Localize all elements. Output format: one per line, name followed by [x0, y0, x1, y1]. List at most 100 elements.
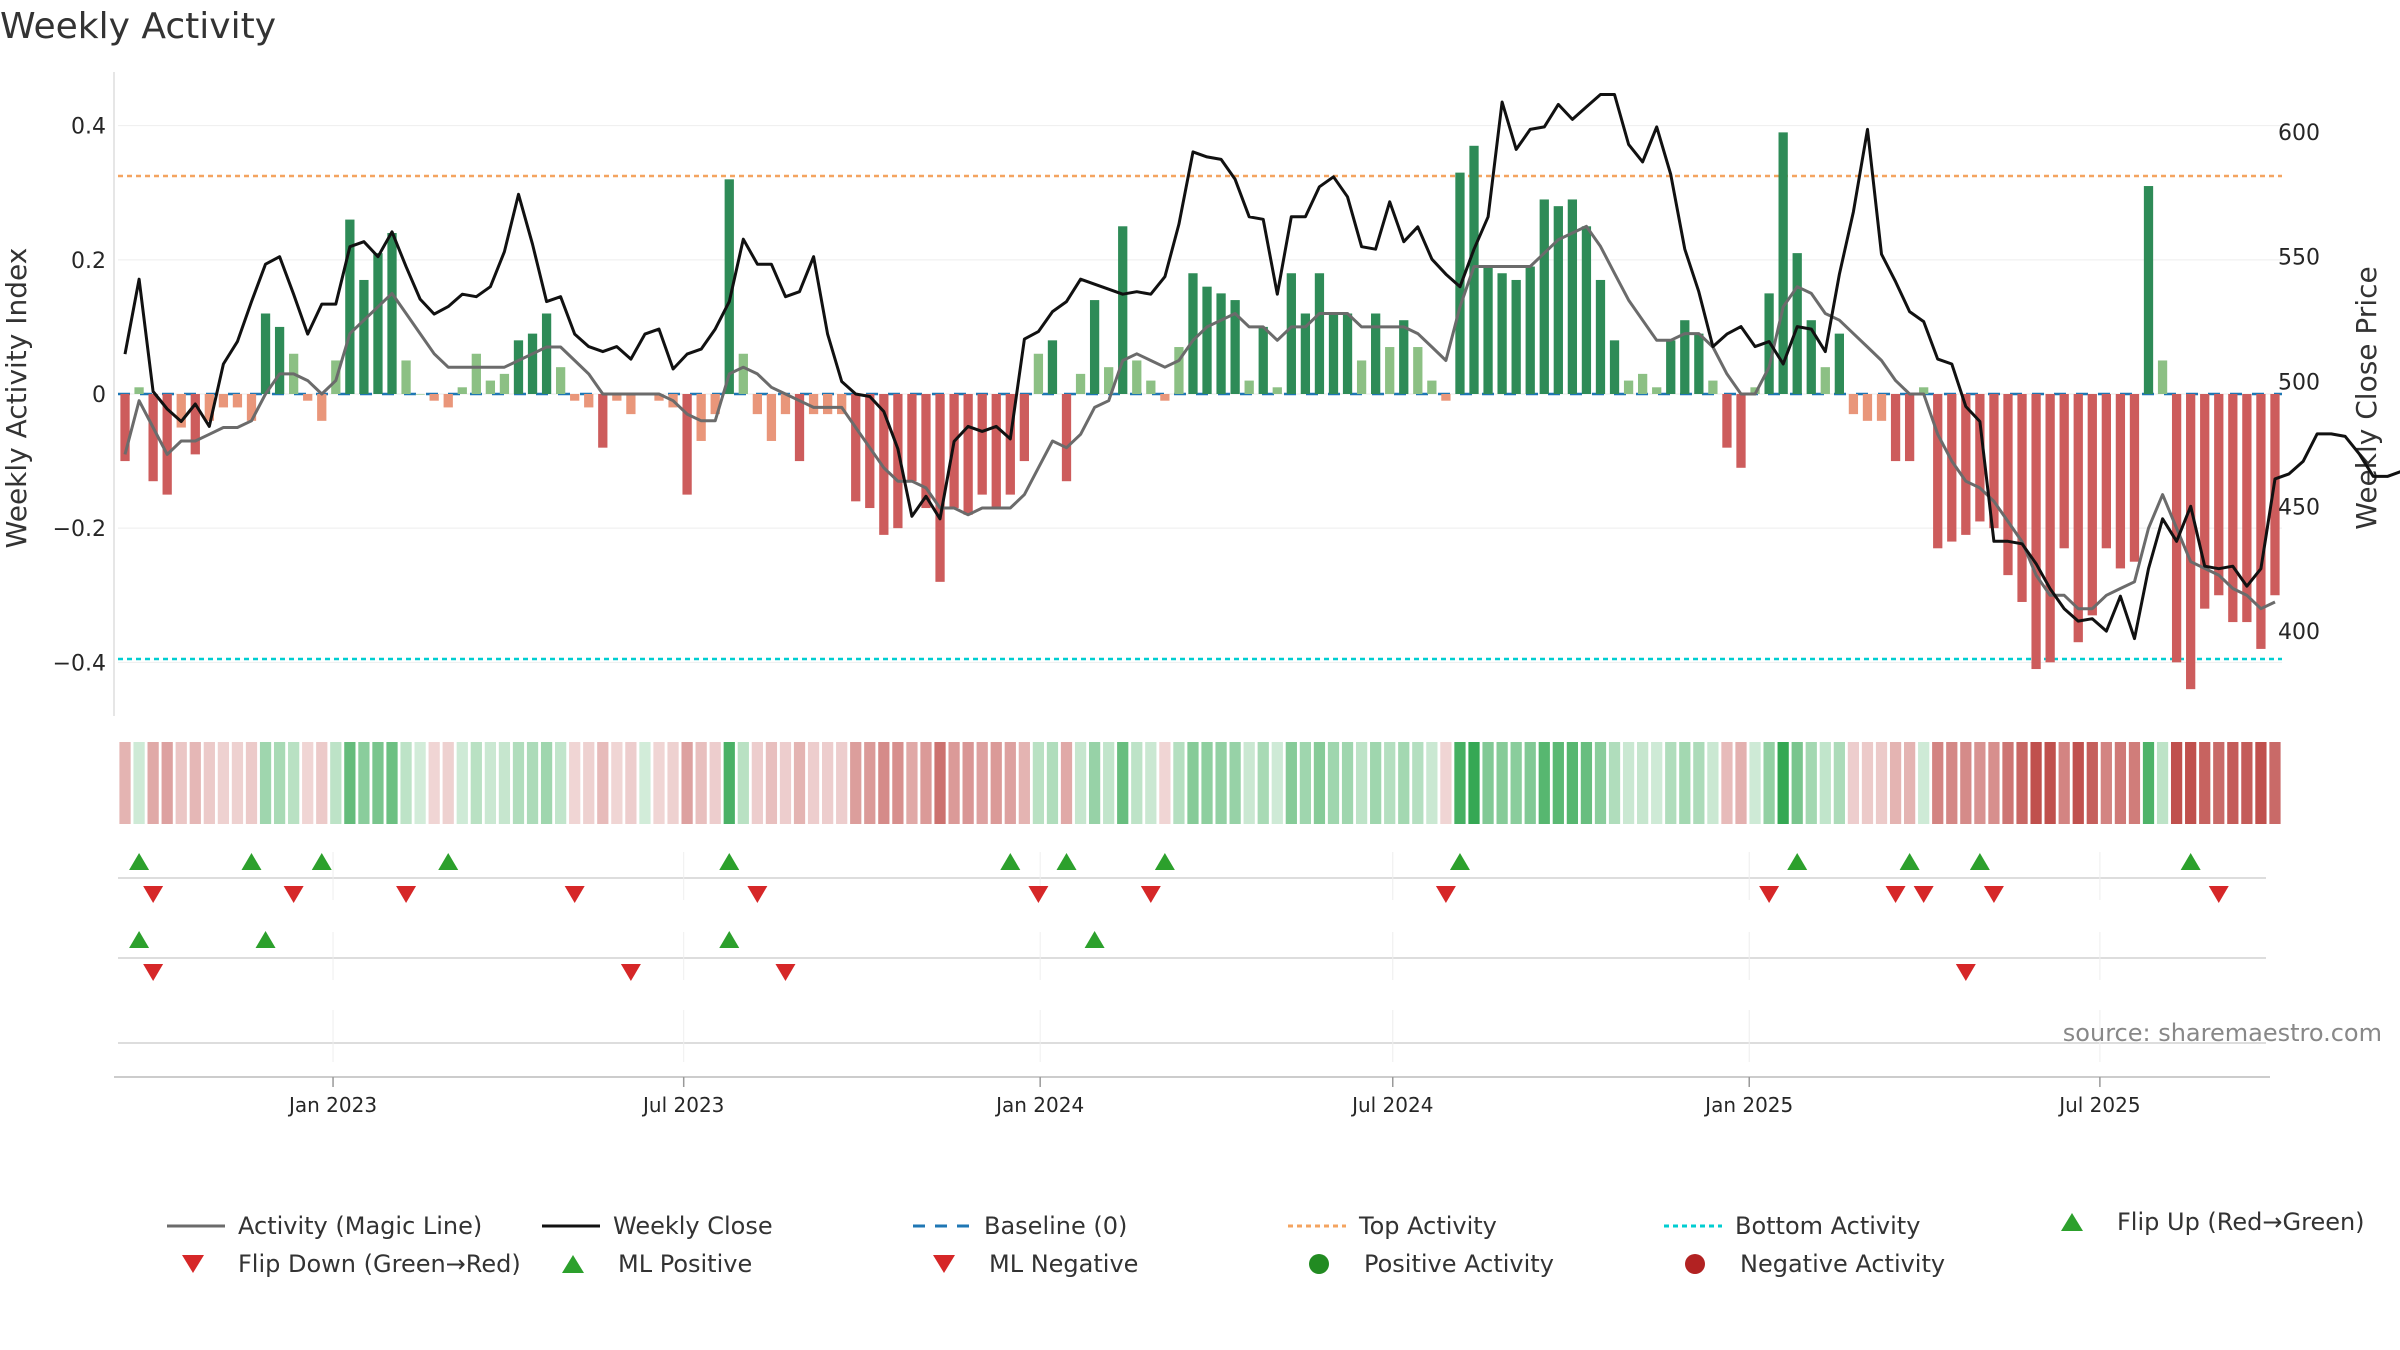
activity-bar	[1876, 394, 1887, 421]
strip-cell	[1637, 742, 1649, 824]
strip-cell	[906, 742, 918, 824]
flip-down-marker	[1759, 886, 1780, 903]
activity-bar	[1708, 380, 1718, 394]
activity-bars	[120, 132, 2280, 690]
strip-cell	[653, 742, 665, 824]
y-axis-left-title: Weekly Activity Index	[0, 248, 33, 549]
activity-bar	[682, 394, 692, 495]
activity-bar	[1258, 326, 1268, 394]
strip-cell	[1327, 742, 1340, 824]
weekly-close-series	[123, 93, 2400, 641]
strip-cell	[1046, 742, 1059, 824]
strip-cell	[976, 742, 988, 824]
activity-bar	[837, 394, 847, 415]
activity-bar	[401, 360, 411, 394]
weekly-heat-strip	[119, 742, 2281, 824]
strip-cell	[2114, 742, 2127, 824]
strip-cell	[1974, 742, 1986, 824]
strip-cell	[737, 742, 749, 824]
activity-bar	[443, 394, 453, 408]
y-axis-right-ticks: 600 550 500 450 400	[2278, 121, 2320, 645]
activity-bar	[1314, 273, 1325, 394]
ml-negative-marker	[143, 964, 164, 981]
flip-up-marker	[1154, 853, 1175, 870]
activity-bar	[1848, 394, 1859, 415]
strip-cell	[2016, 742, 2028, 824]
activity-bar	[766, 394, 777, 441]
strip-cell	[1665, 742, 1677, 824]
strip-cell	[1412, 742, 1424, 824]
activity-bar	[1778, 132, 1788, 394]
activity-bar	[1300, 313, 1311, 394]
strip-cell	[2030, 742, 2042, 824]
strip-cell	[189, 742, 201, 824]
strip-cell	[245, 742, 258, 824]
strip-cell	[414, 742, 426, 824]
strip-cell	[1370, 742, 1382, 824]
y-right-tick-label: 600	[2278, 121, 2320, 146]
activity-bar	[584, 394, 594, 408]
strip-cell	[1594, 742, 1607, 824]
strip-cell	[1468, 742, 1480, 824]
flip-up-marker	[129, 853, 150, 870]
activity-bar	[429, 394, 439, 401]
strip-cell	[1257, 742, 1269, 824]
ml-negative-marker	[1955, 964, 1976, 981]
legend-label: Bottom Activity	[1735, 1212, 1920, 1240]
strip-cell	[133, 742, 145, 824]
activity-bar	[176, 394, 186, 428]
strip-cell	[1243, 742, 1255, 824]
strip-cell	[878, 742, 890, 824]
strip-cell	[175, 742, 187, 824]
strip-cell	[1103, 742, 1115, 824]
activity-bar	[1750, 387, 1760, 394]
strip-cell	[1173, 742, 1185, 824]
activity-bar	[2256, 394, 2266, 649]
strip-cell	[1004, 742, 1016, 824]
strip-cell	[1271, 742, 1283, 824]
activity-bar	[907, 394, 917, 482]
activity-bar	[2228, 394, 2238, 623]
strip-cell	[822, 742, 834, 824]
strip-cell	[526, 742, 539, 824]
strip-cell	[1861, 742, 1874, 824]
strip-cell	[2170, 742, 2183, 824]
activity-bar	[499, 373, 510, 394]
strip-cell	[1791, 742, 1803, 824]
strip-cell	[1707, 742, 1719, 824]
legend-swatch	[182, 1255, 204, 1273]
strip-cell	[2227, 742, 2239, 824]
strip-cell	[1946, 742, 1958, 824]
strip-cell	[259, 742, 272, 824]
strip-cell	[709, 742, 721, 824]
strip-cell	[344, 742, 356, 824]
strip-cell	[1651, 742, 1663, 824]
strip-cell	[1580, 742, 1593, 824]
legend-swatch	[1309, 1254, 1329, 1274]
activity-bar	[612, 394, 622, 401]
strip-cell	[850, 742, 862, 824]
strip-cell	[990, 742, 1002, 824]
x-tick-label: Jan 2023	[287, 1093, 377, 1117]
flip-down-marker	[1140, 886, 1161, 903]
strip-cell	[1608, 742, 1621, 824]
strip-cell	[1355, 742, 1368, 824]
strip-cell	[386, 742, 398, 824]
strip-cell	[1117, 742, 1129, 824]
strip-cell	[273, 742, 286, 824]
strip-cell	[1721, 742, 1733, 824]
activity-bar	[1609, 340, 1620, 394]
strip-cell	[119, 742, 131, 824]
flip-up-marker	[1000, 853, 1021, 870]
activity-bar	[1919, 387, 1929, 394]
flip-down-marker	[1913, 886, 1934, 903]
strip-cell	[1735, 742, 1747, 824]
strip-cell	[330, 742, 342, 824]
activity-bar	[935, 394, 945, 582]
activity-bar	[570, 394, 580, 401]
legend-swatch	[562, 1255, 584, 1273]
strip-cell	[2241, 742, 2253, 824]
activity-bar	[1202, 286, 1212, 394]
strip-cell	[1988, 742, 2000, 824]
